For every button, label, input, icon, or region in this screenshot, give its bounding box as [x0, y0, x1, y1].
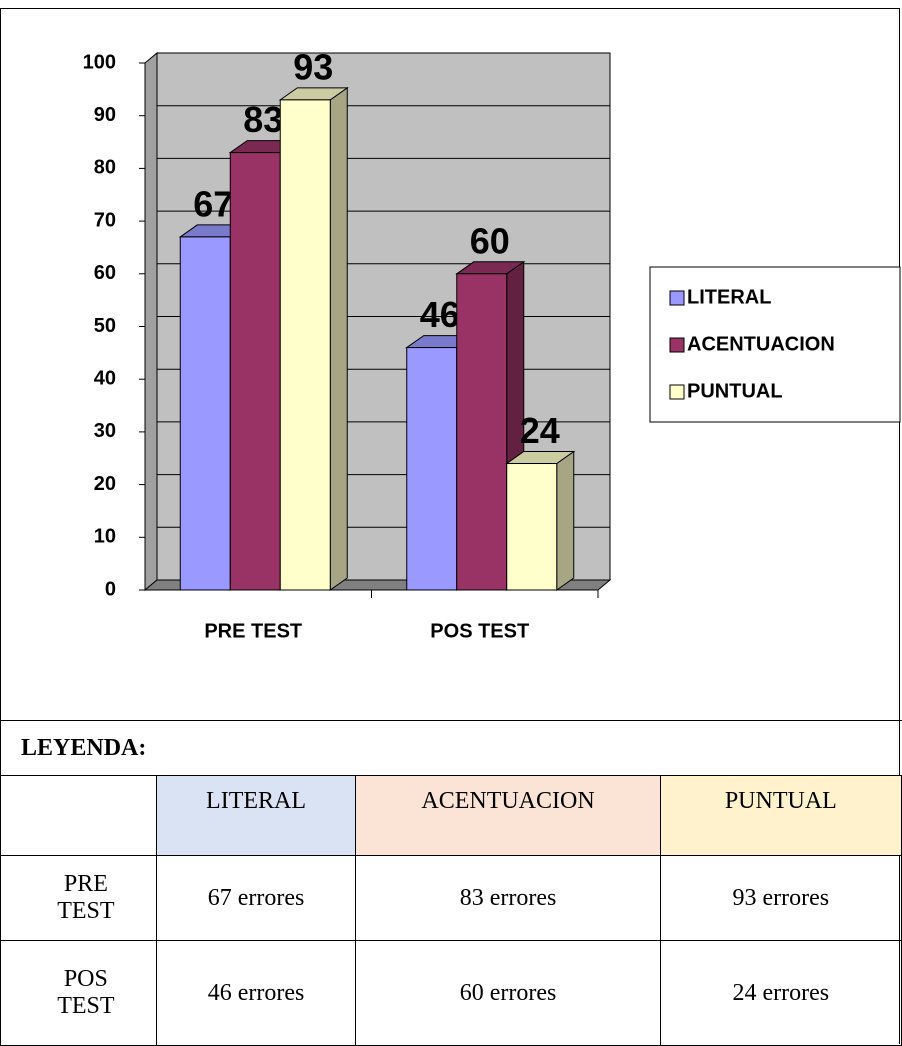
bar-side [556, 450, 575, 591]
bar [506, 463, 558, 591]
legend-box [649, 266, 901, 423]
y-tick-label: 80 [94, 157, 116, 179]
y-tick-label: 30 [94, 420, 116, 442]
bar [229, 152, 281, 591]
y-tick-label: 0 [105, 578, 116, 600]
legend-label: ACENTUACION [687, 333, 835, 355]
data-label: 46 [420, 294, 460, 335]
cell: 83 errores [355, 855, 661, 941]
legend-swatch [669, 337, 685, 353]
y-tick-label: 50 [94, 315, 116, 337]
y-tick-label: 10 [94, 526, 116, 548]
data-label: 60 [470, 220, 510, 261]
corner-cell [0, 775, 157, 856]
cell: 67 errores [155, 855, 357, 941]
legend-swatch [669, 384, 685, 400]
cell: 93 errores [659, 855, 902, 941]
y-tick-label: 90 [94, 104, 116, 126]
y-tick-label: 20 [94, 473, 116, 495]
row-label: PRE TEST [0, 855, 157, 941]
row-label: POS TEST [0, 940, 157, 1046]
x-tick-label: POS TEST [430, 620, 529, 642]
cell: 60 errores [355, 940, 661, 1046]
y-tick-label: 40 [94, 367, 116, 389]
bar [456, 273, 508, 591]
header-cell: LITERAL [155, 775, 357, 856]
bar [406, 347, 458, 591]
legend-label: PUNTUAL [687, 380, 783, 402]
y-tick-label: 100 [83, 51, 116, 73]
data-label: 93 [293, 46, 333, 87]
data-label: 67 [193, 183, 233, 224]
bar-side [329, 86, 348, 591]
header-cell: ACENTUACION [355, 775, 661, 856]
data-label: 24 [520, 410, 560, 451]
legend-table: LEYENDA: LITERAL ACENTUACION PUNTUAL PRE… [0, 720, 902, 1046]
cell: 24 errores [659, 940, 902, 1046]
bar [279, 99, 331, 591]
data-label: 83 [243, 99, 283, 140]
x-tick-label: PRE TEST [204, 620, 302, 642]
table-title: LEYENDA: [0, 720, 902, 776]
legend-swatch [669, 290, 685, 306]
legend-label: LITERAL [687, 286, 771, 308]
y-tick-label: 60 [94, 262, 116, 284]
frame [0, 8, 900, 1044]
header-cell: PUNTUAL [659, 775, 902, 856]
side-wall [144, 51, 158, 592]
cell: 46 errores [155, 940, 357, 1046]
y-tick-label: 70 [94, 209, 116, 231]
bar [179, 236, 231, 591]
